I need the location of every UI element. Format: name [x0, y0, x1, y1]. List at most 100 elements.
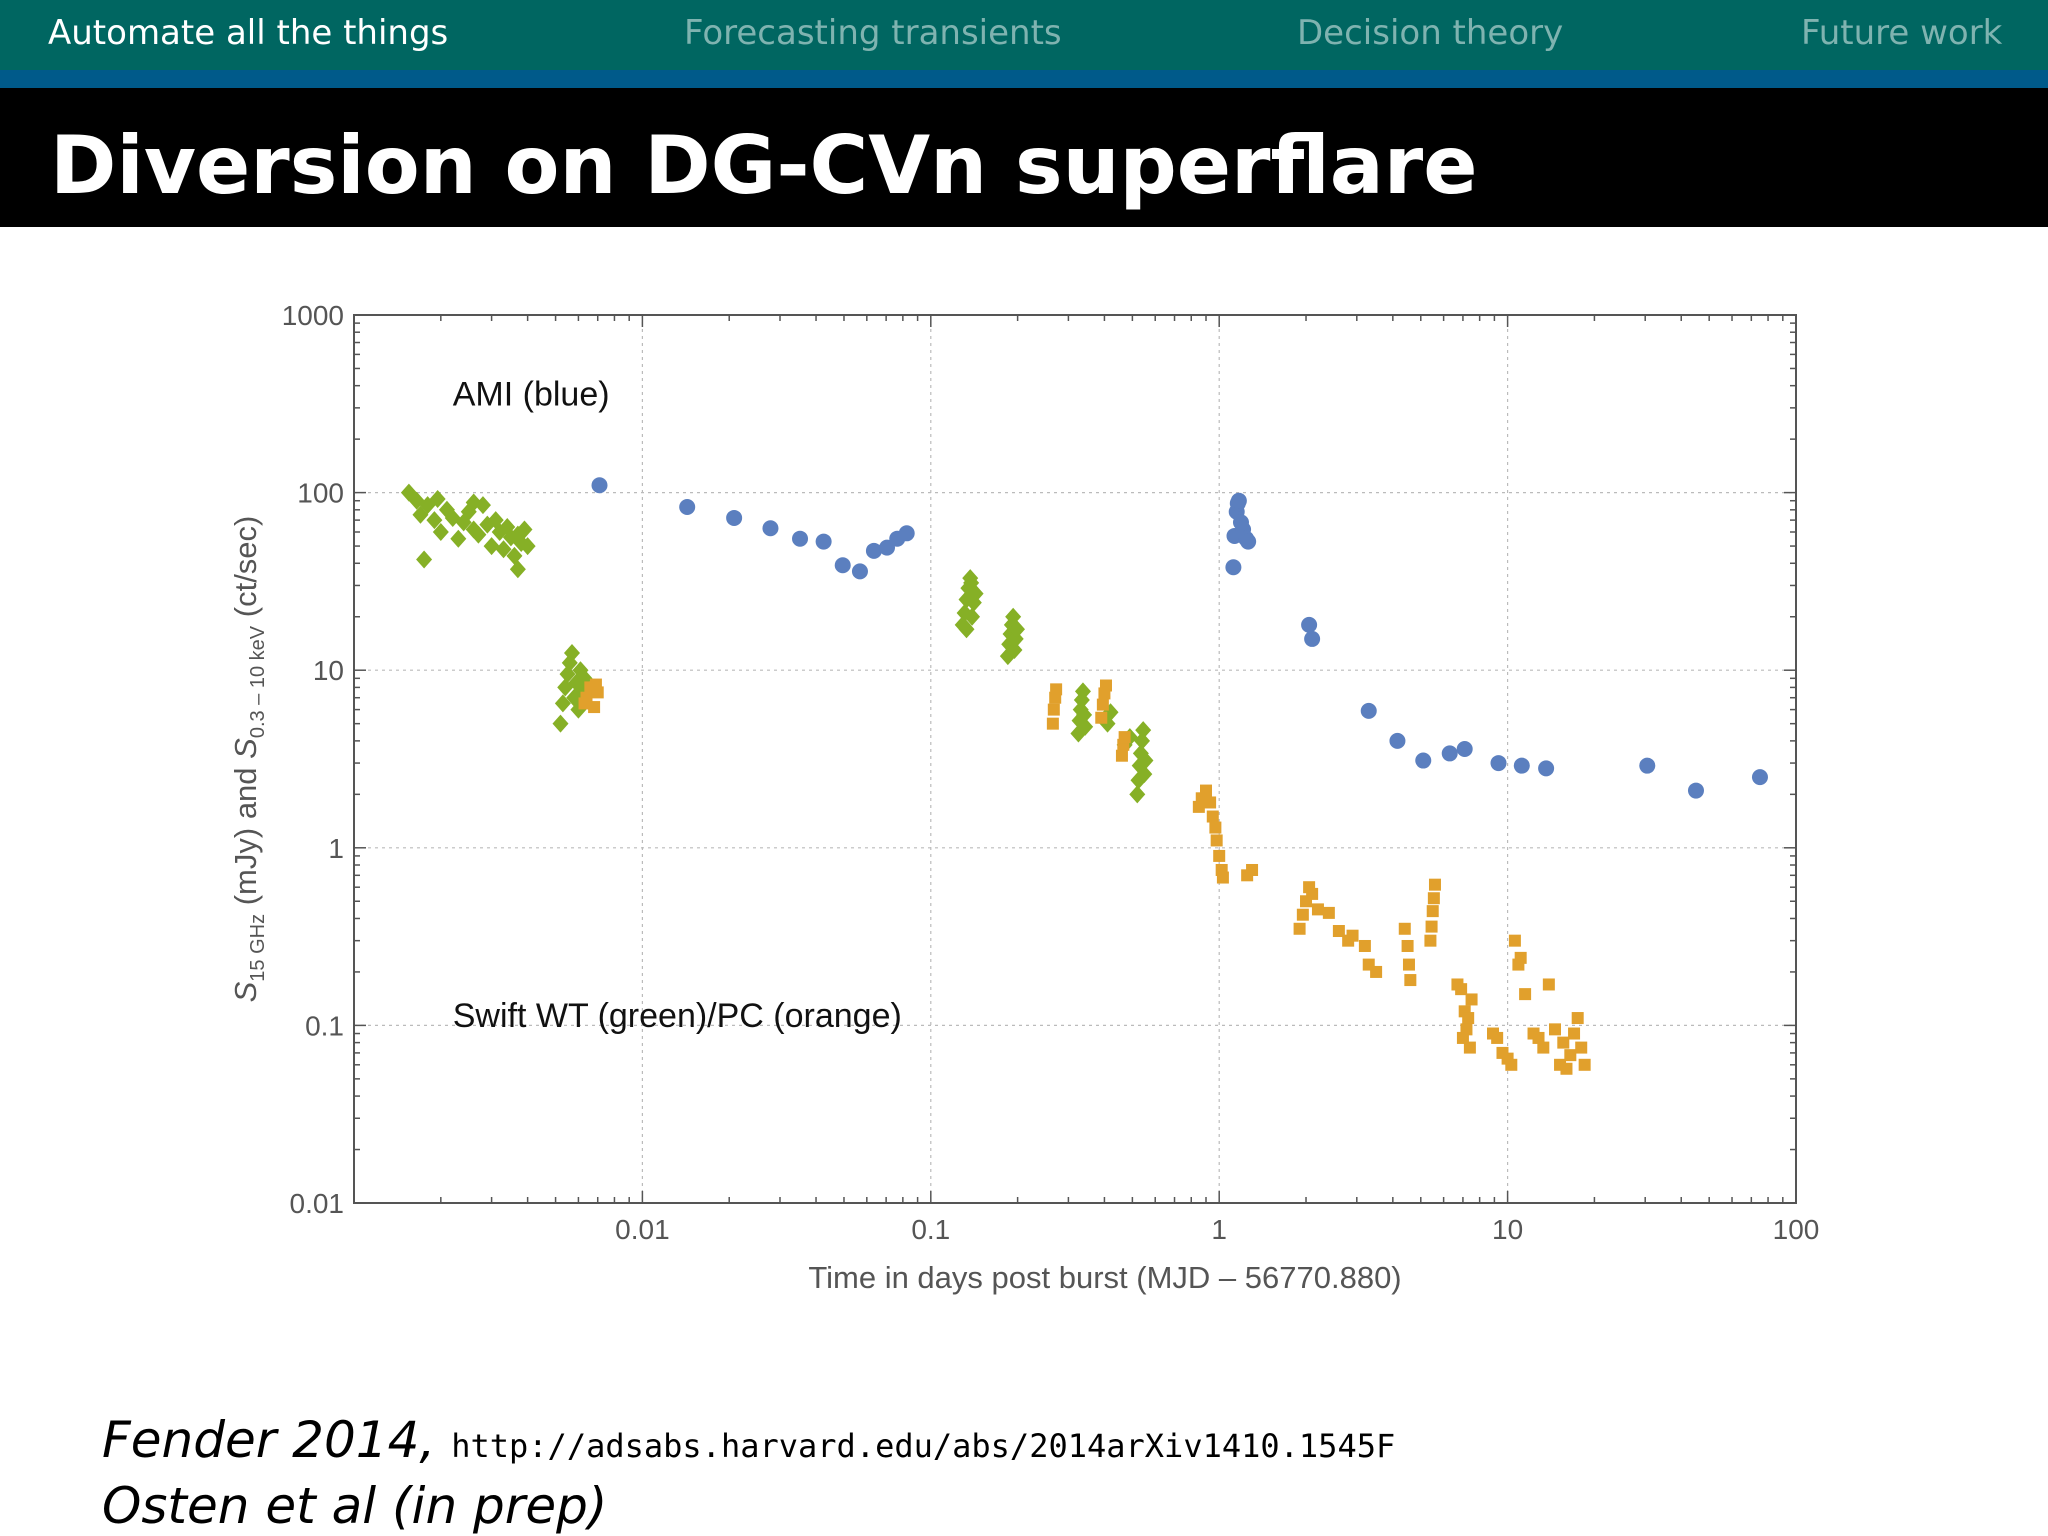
plot-frame — [353, 314, 1797, 1204]
title-bar: Diversion on DG-CVn superflare — [0, 88, 2048, 227]
y-axis-label-part: (ct/sec) — [228, 516, 263, 626]
ami-point — [1538, 760, 1555, 777]
swift_pc-point — [1322, 906, 1335, 919]
swift_pc-point — [1491, 1031, 1504, 1044]
ami-point — [1360, 702, 1377, 719]
swift_wt-point — [416, 550, 433, 569]
swift_wt-point — [554, 694, 571, 713]
section-navbar: Automate all the things Forecasting tran… — [0, 0, 2048, 70]
swift_pc-point — [1402, 958, 1415, 971]
nav-item-decision-theory[interactable]: Decision theory — [1297, 13, 1564, 53]
axes-layer — [353, 314, 1797, 1204]
annotation-ami: AMI (blue) — [453, 375, 610, 413]
swift_pc-point — [1465, 993, 1478, 1006]
swift_pc-point — [1514, 951, 1527, 964]
citation-line-1: Fender 2014, http://adsabs.harvard.edu/a… — [102, 1410, 1395, 1476]
ami-point — [898, 525, 915, 542]
y-axis-label-part: S — [228, 981, 263, 1002]
swift_wt-point — [1008, 620, 1025, 639]
ami-point — [1751, 769, 1768, 786]
x-tick-label: 0.1 — [911, 1214, 950, 1245]
swift_wt-point — [958, 620, 975, 639]
swift_pc-point — [1537, 1041, 1550, 1054]
x-axis-label: Time in days post burst (MJD – 56770.880… — [808, 1260, 1401, 1295]
swift_wt-point — [429, 490, 446, 509]
ami-point — [1230, 492, 1247, 509]
swift_pc-point — [1548, 1023, 1561, 1036]
swift_pc-point — [1519, 988, 1532, 1001]
ami-point — [815, 533, 832, 550]
citation-osten: Osten et al (in prep) — [102, 1477, 608, 1535]
swift_pc-point — [1398, 922, 1411, 935]
swift_pc-point — [1046, 717, 1059, 730]
y-tick-label: 1000 — [282, 300, 344, 331]
swift_wt-point — [516, 520, 533, 539]
swift_pc-point — [1370, 965, 1383, 978]
nav-item-future-work[interactable]: Future work — [1801, 13, 2003, 53]
text-layer: 0.01 0.1 1 10 100 0.01 0.1 1 10 100 1000 Time in da… — [228, 300, 1819, 1295]
swift_wt-point — [964, 607, 981, 626]
swift_wt-point — [1074, 682, 1091, 701]
citation-url[interactable]: http://adsabs.harvard.edu/abs/2014arXiv1… — [451, 1427, 1396, 1465]
swift_pc-point — [1311, 903, 1324, 916]
swift_pc-point — [1213, 849, 1226, 862]
swift_wt-point — [506, 546, 523, 565]
ami-point — [1225, 559, 1242, 576]
swift_wt-point — [1006, 640, 1023, 659]
citation-footer: Fender 2014, http://adsabs.harvard.edu/a… — [102, 1410, 1395, 1536]
swift_pc-point — [1306, 887, 1319, 900]
slide-title: Diversion on DG-CVn superflare — [50, 119, 1478, 212]
swift_pc-point — [1426, 905, 1439, 918]
swift_pc-point — [1096, 698, 1109, 711]
ami-point — [762, 520, 779, 537]
swift_pc-point — [1427, 892, 1440, 905]
ami-point — [1415, 752, 1432, 769]
y-tick-label: 0.1 — [305, 1010, 344, 1041]
ami-point — [1441, 745, 1458, 762]
swift_pc-point — [1568, 1027, 1581, 1040]
swift_pc-point — [1424, 934, 1437, 947]
swift_wt-point — [965, 593, 982, 612]
ami-point — [679, 498, 696, 515]
swift_pc-point — [1462, 1012, 1475, 1025]
y-axis-label: S15 GHz (mJy) and S0.3 – 10 keV (ct/sec) — [228, 516, 269, 1003]
swift_wt-point — [963, 573, 980, 592]
swift_wt-point — [1134, 731, 1151, 750]
swift_pc-point — [1209, 821, 1222, 834]
swift_wt-point — [470, 525, 487, 544]
ami-point — [1687, 782, 1704, 799]
y-tick-label: 10 — [313, 655, 344, 686]
grid-layer — [354, 315, 1796, 1203]
light-curve-chart: 0.01 0.1 1 10 100 0.01 0.1 1 10 100 1000 Time in da… — [228, 300, 1819, 1295]
swift_wt-point — [499, 518, 516, 537]
ami-point — [1513, 757, 1530, 774]
y-axis-label-subscript: 0.3 – 10 keV — [247, 625, 269, 738]
ami-point — [726, 509, 743, 526]
swift_pc-point — [1463, 1041, 1476, 1054]
swift_pc-point — [1508, 934, 1521, 947]
nav-item-automate[interactable]: Automate all the things — [48, 13, 449, 53]
swift_wt-point — [552, 714, 569, 733]
swift_pc-point — [1293, 922, 1306, 935]
swift_wt-point — [426, 511, 443, 530]
ami-point — [591, 477, 608, 494]
swift_pc-point — [1532, 1031, 1545, 1044]
points-layer — [400, 477, 1768, 1075]
swift_wt-point — [563, 643, 580, 662]
ami-point — [1639, 757, 1656, 774]
swift_pc-point — [1542, 978, 1555, 991]
swift_pc-point — [1047, 703, 1060, 716]
ami-point — [834, 557, 851, 574]
swift_wt-point — [513, 534, 530, 553]
swift_pc-point — [1505, 1058, 1518, 1071]
swift_wt-point — [519, 537, 536, 556]
swift_pc-point — [1564, 1049, 1577, 1062]
nav-item-forecasting[interactable]: Forecasting transients — [684, 13, 1062, 53]
swift_pc-point — [578, 697, 591, 710]
swift_pc-point — [1455, 983, 1468, 996]
nav-stripe — [0, 70, 2048, 88]
swift_pc-point — [1206, 810, 1219, 823]
swift_pc-point — [1099, 679, 1112, 692]
swift_wt-point — [559, 665, 576, 684]
swift_pc-point — [1210, 834, 1223, 847]
